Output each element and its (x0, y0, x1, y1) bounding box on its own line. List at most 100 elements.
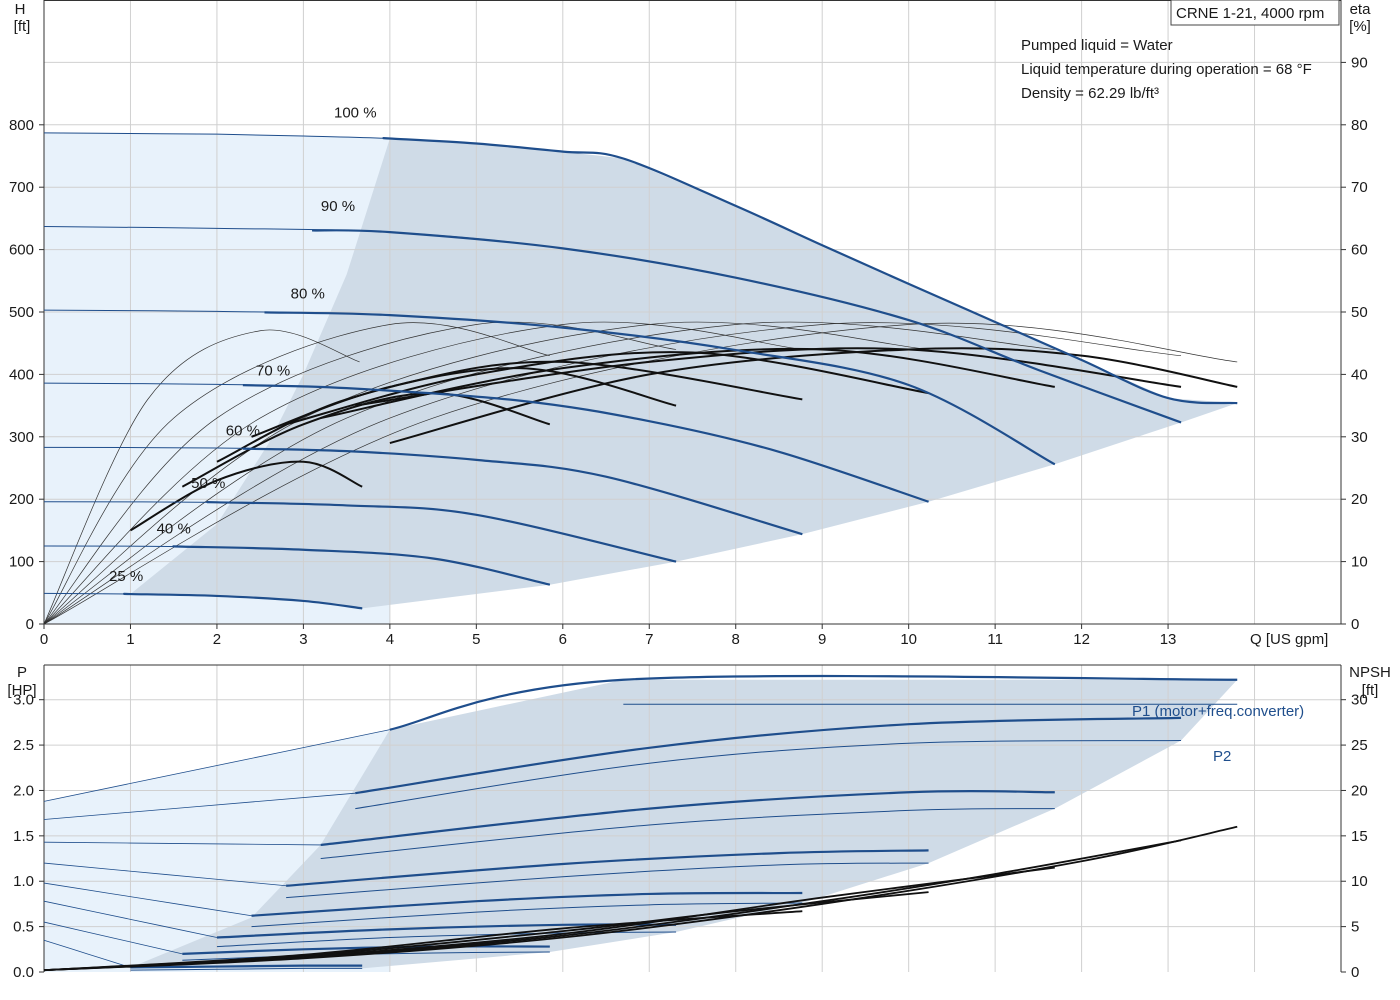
y-right-tick-label: 40 (1351, 366, 1368, 383)
p1-curve (389, 674, 1238, 731)
p-tick-label: 0.0 (13, 964, 34, 981)
speed-label: 25 % (109, 568, 143, 585)
x-tick-label: 8 (732, 631, 740, 648)
x-tick-label: 7 (645, 631, 653, 648)
y-right-tick-label: 90 (1351, 54, 1368, 71)
speed-label: 50 % (191, 475, 225, 492)
x-tick-label: 9 (818, 631, 826, 648)
y-left-tick-label: 200 (9, 491, 34, 508)
p1-curve (355, 716, 1182, 795)
y-right-label-eta: eta (1350, 1, 1372, 18)
head-curve (172, 545, 551, 586)
power-operating-region (130, 679, 1238, 969)
speed-label: 60 % (226, 423, 260, 440)
p2-curve (251, 902, 803, 928)
npsh-tick-label: 10 (1351, 873, 1368, 890)
y-left-tick-label: 400 (9, 366, 34, 383)
p1-curve-thin (43, 862, 287, 887)
y-right-unit-pct: [%] (1349, 18, 1371, 35)
eta-curve (285, 351, 929, 426)
p1-curve-thin (43, 729, 390, 802)
p1-curve-thin (43, 882, 252, 917)
head-curve (312, 229, 1182, 424)
x-tick-label: 11 (987, 631, 1003, 648)
y-right-tick-label: 0 (1351, 616, 1359, 633)
y-left-tick-label: 0 (26, 616, 34, 633)
x-tick-label: 10 (900, 631, 917, 648)
npsh-tick-label: 25 (1351, 737, 1368, 754)
p-tick-label: 2.5 (13, 737, 34, 754)
y-right-tick-label: 20 (1351, 491, 1368, 508)
y-right-tick-label: 10 (1351, 554, 1368, 571)
x-tick-label: 1 (126, 631, 134, 648)
p-tick-label: 2.0 (13, 782, 34, 799)
info-line-liquid: Pumped liquid = Water (1021, 37, 1173, 54)
p1-curve (320, 789, 1055, 847)
head-curve (264, 311, 1056, 466)
head-curve (382, 137, 1238, 405)
p1-curve-thin (43, 900, 218, 938)
model-label: CRNE 1-21, 4000 rpm (1176, 5, 1324, 22)
p-tick-label: 1.0 (13, 873, 34, 890)
y-left-tick-label: 800 (9, 117, 34, 134)
x-tick-label: 2 (213, 631, 221, 648)
p1-curve (251, 891, 803, 917)
p-axis-unit: [HP] (7, 682, 36, 699)
x-tick-label: 5 (472, 631, 480, 648)
p2-series-label: P2 (1213, 748, 1231, 765)
p1-curve-thin (43, 921, 183, 955)
p1-curve (182, 945, 550, 955)
head-curve (242, 447, 803, 536)
head-curve (206, 500, 677, 563)
speed-label: 40 % (157, 521, 191, 538)
head-curve (242, 384, 929, 503)
eta-curve (355, 347, 1182, 407)
y-right-tick-label: 80 (1351, 117, 1368, 134)
npsh-tick-label: 0 (1351, 964, 1359, 981)
operating-region (130, 138, 1238, 609)
model-label-box (1170, 0, 1340, 26)
y-left-unit-ft: [ft] (14, 18, 31, 35)
x-tick-label: 13 (1160, 631, 1177, 648)
p1-curve-thin (43, 841, 321, 846)
eta-curve (129, 460, 363, 532)
p2-curve (320, 808, 1055, 860)
x-tick-label: 4 (386, 631, 394, 648)
p2-curve (355, 740, 1182, 810)
y-left-tick-label: 600 (9, 242, 34, 259)
eta-curve (251, 360, 803, 438)
eta-thin-curve (43, 321, 1055, 625)
p1-curve (286, 849, 929, 887)
p2-curve (286, 862, 929, 899)
npsh-axis-unit: [ft] (1362, 682, 1379, 699)
y-right-tick-label: 70 (1351, 179, 1368, 196)
p1-curve-thin (43, 792, 356, 820)
npsh-tick-label: 20 (1351, 782, 1368, 799)
x-tick-label: 6 (559, 631, 567, 648)
eta-curve (389, 347, 1238, 445)
y-left-label-h: H (15, 1, 26, 18)
info-line-temperature: Liquid temperature during operation = 68… (1021, 61, 1312, 78)
y-right-tick-label: 30 (1351, 429, 1368, 446)
y-left-tick-label: 100 (9, 554, 34, 571)
x-tick-label: 0 (40, 631, 48, 648)
speed-label: 90 % (321, 198, 355, 215)
p-tick-label: 1.5 (13, 828, 34, 845)
y-left-tick-label: 500 (9, 304, 34, 321)
p-tick-label: 3.0 (13, 692, 34, 709)
p-tick-label: 0.5 (13, 919, 34, 936)
p2-curve (130, 967, 363, 971)
p-axis-label: P (17, 664, 27, 681)
y-left-tick-label: 300 (9, 429, 34, 446)
npsh-axis-label: NPSH (1349, 664, 1391, 681)
speed-label: 100 % (334, 104, 377, 121)
p1-series-label: P1 (motor+freq.converter) (1132, 703, 1304, 720)
p1-curve (130, 964, 363, 969)
eta-thin-curve (43, 329, 360, 625)
info-line-density: Density = 62.29 lb/ft³ (1021, 85, 1159, 102)
y-right-tick-label: 50 (1351, 304, 1368, 321)
power-npsh-chart: 0.0 0.5 1.0 1.5 2.0 2.5 3.0 0 5 10 15 20 25 30 P [HP]… (7, 664, 1390, 981)
npsh-tick-label: 5 (1351, 919, 1359, 936)
speed-label: 70 % (256, 363, 290, 380)
